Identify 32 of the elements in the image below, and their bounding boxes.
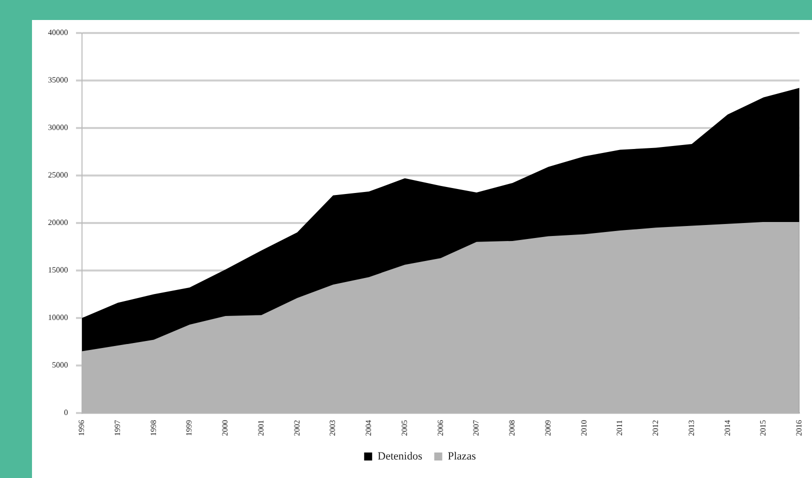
y-tick-label: 20000 (48, 218, 68, 227)
legend-label: Detenidos (378, 450, 422, 462)
y-tick-label: 5000 (52, 360, 68, 370)
x-tick-label: 2012 (651, 420, 660, 436)
x-tick-label: 2006 (436, 420, 445, 436)
x-tick-label: 2015 (758, 420, 768, 436)
x-tick-label: 2014 (722, 420, 732, 436)
legend-label: Plazas (448, 450, 476, 462)
x-tick-label: 2016 (794, 420, 804, 436)
y-tick-label: 40000 (48, 28, 68, 37)
y-tick-label: 30000 (48, 122, 68, 132)
x-tick-label: 2003 (328, 420, 338, 436)
x-tick-label: 1997 (112, 420, 122, 436)
y-tick-label: 10000 (48, 313, 68, 322)
x-tick-label: 1996 (77, 420, 86, 436)
x-tick-label: 2013 (686, 420, 696, 436)
x-tick-label: 2005 (400, 420, 409, 436)
y-tick-label: 15000 (48, 266, 68, 275)
x-tick-label: 1998 (148, 420, 158, 436)
x-tick-label: 2009 (543, 420, 552, 436)
x-tick-label: 2008 (508, 420, 517, 436)
x-tick-label: 2010 (579, 420, 588, 436)
x-tick-label: 2007 (472, 420, 481, 436)
x-tick-label: 2004 (364, 420, 374, 436)
x-tick-label: 2011 (615, 420, 624, 436)
y-tick-label: 25000 (48, 170, 68, 180)
x-tick-label: 2001 (256, 420, 266, 436)
x-tick-label: 1999 (184, 420, 194, 436)
x-tick-label: 2002 (292, 420, 302, 436)
y-tick-label: 35000 (48, 75, 68, 84)
y-tick-label: 0 (64, 408, 68, 418)
x-tick-label: 2000 (220, 420, 230, 436)
